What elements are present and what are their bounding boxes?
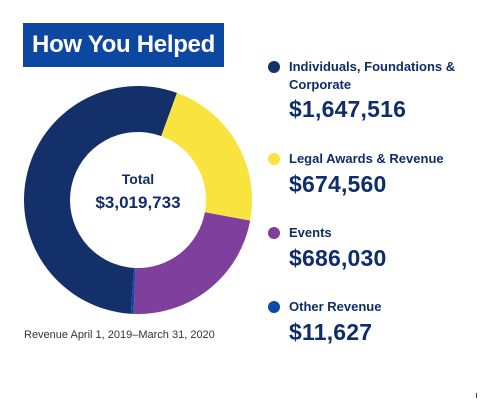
slice-other-revenue — [130, 267, 136, 314]
chart-title: How You Helped — [23, 23, 224, 67]
total-value: $3,019,733 — [95, 193, 181, 212]
legend-value-other-revenue: $11,627 — [289, 319, 373, 345]
slice-legal-awards — [161, 92, 252, 221]
total-label: Total — [121, 171, 155, 187]
corner-mark — [476, 393, 477, 398]
legend-label-legal-awards: Legal Awards & Revenue — [289, 151, 444, 166]
revenue-period-note: Revenue April 1, 2019–March 31, 2020 — [24, 329, 215, 341]
legend-label-events: Events — [289, 225, 332, 240]
slice-events — [133, 212, 251, 314]
legend-dot-events-icon — [268, 227, 280, 239]
legend-dot-individuals-icon — [268, 61, 280, 73]
legend-value-individuals: $1,647,516 — [289, 96, 407, 122]
donut-chart — [24, 86, 252, 314]
legend-label-individuals: Individuals, Foundations & Corporate — [289, 59, 456, 92]
legend-value-legal-awards: $674,560 — [289, 171, 387, 197]
legend-label-other-revenue: Other Revenue — [289, 299, 382, 314]
slice-individuals — [24, 86, 177, 314]
legend-dot-legal-awards-icon — [268, 153, 280, 165]
donut-center-label: Total $3,019,733 — [71, 170, 205, 215]
legend-value-events: $686,030 — [289, 245, 387, 271]
legend-dot-other-revenue-icon — [268, 301, 280, 313]
